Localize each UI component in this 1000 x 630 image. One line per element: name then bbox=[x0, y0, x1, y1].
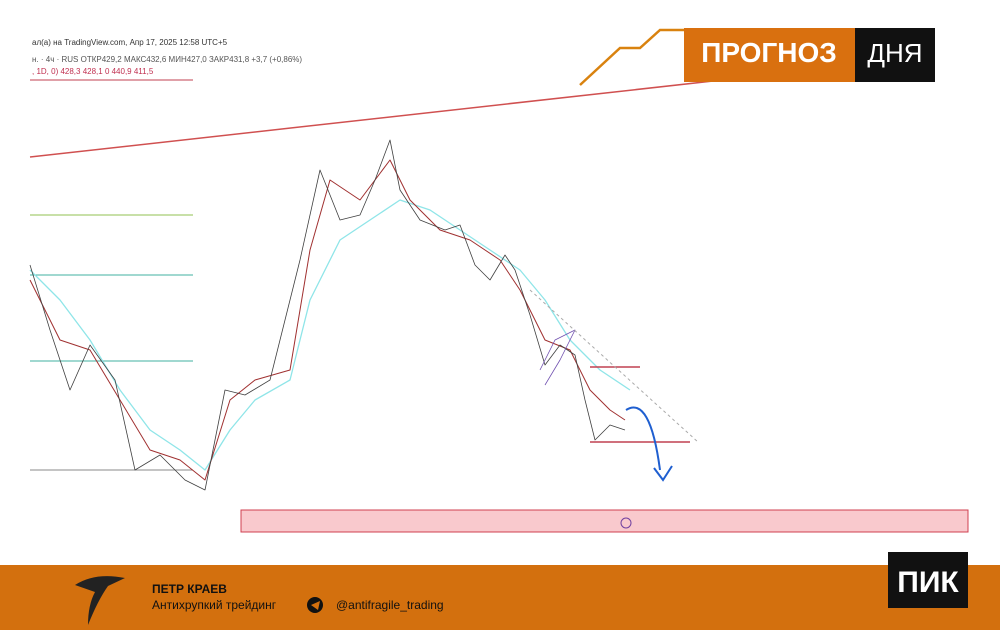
forecast-arrowhead bbox=[653, 465, 673, 482]
trend-line bbox=[29, 77, 741, 158]
channel[interactable]: @antifragile_trading bbox=[336, 598, 444, 612]
logo: ПИК bbox=[897, 566, 959, 599]
event-icon bbox=[620, 517, 632, 529]
author: ПЕТР КРАЕВ bbox=[152, 582, 227, 596]
forecast-day: ДНЯ bbox=[867, 38, 922, 68]
brand-header: ПРОГНОЗ ДНЯ bbox=[579, 28, 935, 86]
indicators: , 1D, 0) 428,3 428,1 0 440,9 411,5 bbox=[32, 67, 154, 76]
target-zone bbox=[240, 509, 969, 533]
left-levels bbox=[30, 79, 193, 471]
footer bbox=[0, 565, 1000, 630]
forecast-arrow bbox=[625, 406, 661, 471]
price bbox=[29, 139, 699, 491]
bird-logo bbox=[75, 576, 125, 625]
telegram-glyph bbox=[311, 601, 320, 610]
ohlc: н. · 4ч · RUS ОТКР429,2 МАКС432,6 МИН427… bbox=[32, 55, 302, 64]
tagline: Антихрупкий трейдинг bbox=[152, 598, 277, 612]
watermark: ал(а) на TradingView.com, Апр 17, 2025 1… bbox=[32, 38, 228, 47]
logo-box bbox=[888, 552, 968, 608]
forecast-title: ПРОГНОЗ bbox=[701, 37, 837, 68]
chart-bg bbox=[0, 0, 1000, 565]
